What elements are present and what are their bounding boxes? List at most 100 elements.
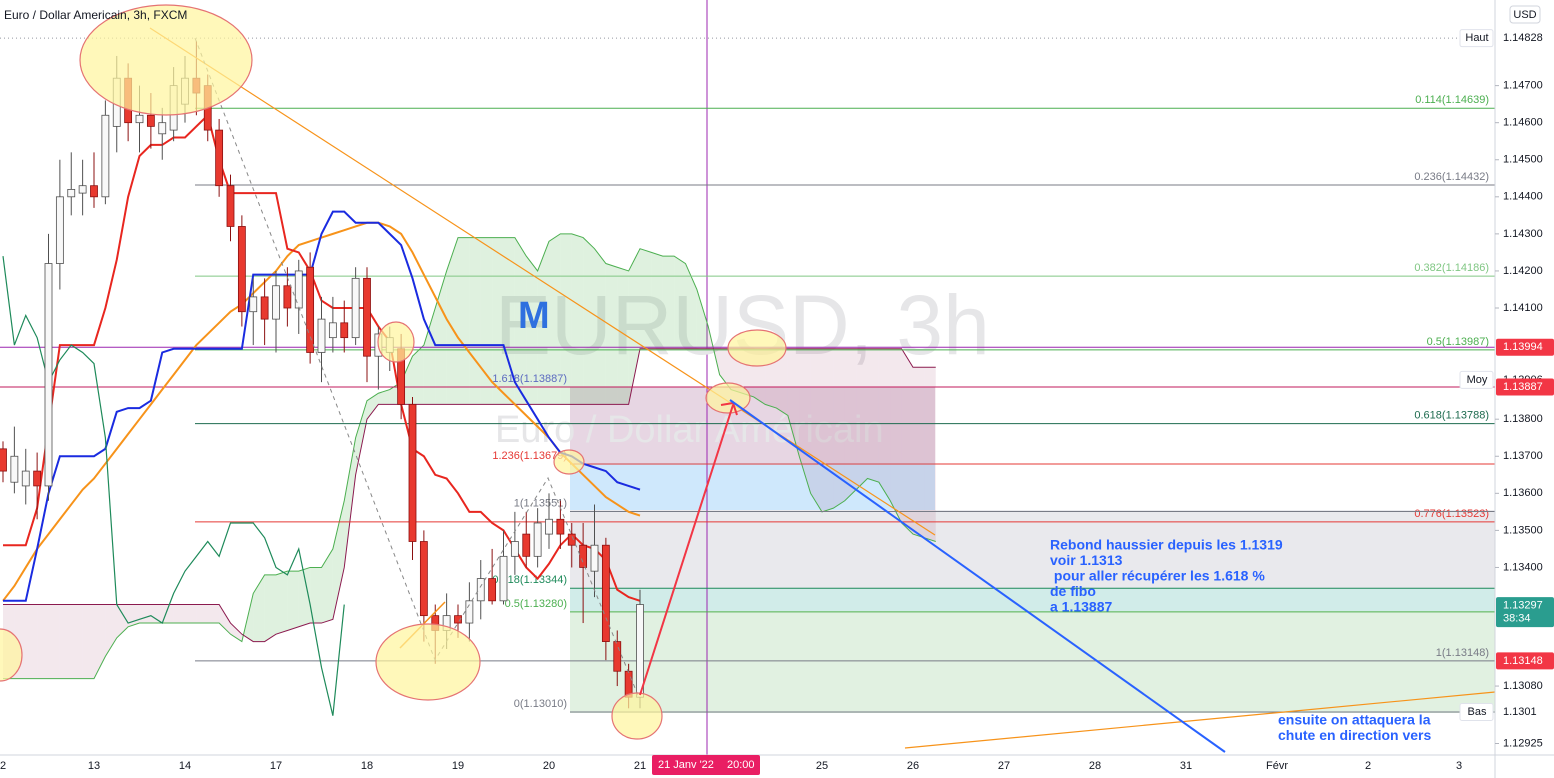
fib-label: 0.382(1.14186) — [1414, 262, 1489, 274]
cloud-fill — [105, 604, 117, 657]
price-badge-label: 1.13297 — [1503, 600, 1543, 612]
zigzag — [194, 37, 641, 701]
candle-body — [78, 185, 87, 194]
cloud-fill — [503, 237, 515, 405]
support-zone — [570, 611, 1495, 713]
x-tick-label: 20 — [543, 760, 555, 772]
range-zone — [570, 510, 1495, 588]
cloud-fill — [913, 367, 925, 538]
cloud-fill — [219, 604, 231, 635]
cloud-fill — [696, 289, 709, 349]
cloud-fill — [480, 237, 493, 405]
candle-body — [465, 600, 474, 624]
candle-body — [249, 296, 258, 313]
x-tick-label: 18 — [361, 760, 373, 772]
price-badge — [1496, 338, 1554, 356]
x-tick-label: 27 — [998, 760, 1010, 772]
price-tag-box — [1459, 370, 1494, 389]
cloud-fill — [253, 574, 265, 642]
currency: USD — [1513, 9, 1536, 21]
highlight — [553, 449, 585, 475]
x-tick-label: 26 — [907, 760, 919, 772]
y-tick-label: 1.12925 — [1503, 737, 1543, 749]
price-tag-box — [1459, 703, 1494, 722]
candle-body — [33, 470, 42, 487]
x-tick-label: 2 — [0, 760, 6, 772]
cloud-fill — [25, 604, 38, 679]
x-tick-label: 31 — [1180, 760, 1192, 772]
highlight — [0, 628, 23, 682]
cloud-fill — [128, 604, 140, 627]
cloud-fill — [276, 571, 288, 635]
candle-body — [510, 541, 519, 557]
fib-label: 1.236(1.13679) — [492, 450, 567, 462]
highlight — [377, 321, 415, 363]
cloud-fill — [799, 348, 811, 494]
fib-label: 1(1.13148) — [1436, 647, 1489, 659]
y-tick-label: 1.13400 — [1503, 561, 1543, 573]
price-badge — [1496, 378, 1554, 396]
price-badge-label: 1.1301 — [1503, 706, 1537, 718]
cloud-fill — [162, 604, 174, 624]
cloud-fill — [492, 237, 504, 405]
candle-body — [636, 604, 644, 698]
highlight — [375, 623, 481, 701]
cloud-fill — [674, 256, 686, 349]
candle-body — [328, 322, 337, 339]
price-badge — [1496, 29, 1554, 47]
candle-body — [283, 285, 292, 309]
candle-body — [21, 470, 30, 487]
x-tick-label: 2 — [1365, 760, 1371, 772]
indicator-line — [3, 210, 641, 602]
cloud-fill — [196, 604, 208, 624]
y-tick-label: 1.14100 — [1503, 302, 1543, 314]
y-tick-label: 1.14700 — [1503, 80, 1543, 92]
y-tick-label: 1.13800 — [1503, 413, 1543, 425]
candle-body — [306, 266, 315, 353]
cloud-fill — [628, 248, 640, 405]
fib-label: 1.618(1.13887) — [492, 373, 567, 385]
cloud-fill — [59, 604, 72, 679]
candle-body — [590, 544, 599, 572]
trend-line — [149, 27, 936, 536]
cloud-fill — [583, 237, 595, 405]
price-badge-sub: 38:34 — [1503, 613, 1531, 625]
x-tick-label: 14 — [179, 760, 191, 772]
candle-body — [601, 544, 610, 642]
candle-body — [237, 226, 246, 313]
fib-label: 1(1.13551) — [514, 497, 567, 509]
y-tick-label: 1.13600 — [1503, 487, 1543, 499]
cloud-fill — [71, 604, 83, 679]
cloud-fill — [207, 604, 220, 624]
candle-body — [146, 114, 155, 127]
cloud-fill — [48, 604, 60, 679]
price-tag-box — [1459, 29, 1494, 48]
cloud-fill — [139, 604, 151, 624]
x-tick-label: 25 — [816, 760, 828, 772]
watermark-letter: M — [518, 295, 550, 337]
trend-line — [904, 691, 1496, 749]
crosshair-date: 21 Janv '22 — [658, 759, 714, 771]
cloud-fill — [856, 348, 868, 490]
y-tick-label: 1.14300 — [1503, 228, 1543, 240]
price-badge-label: 1.13148 — [1503, 655, 1543, 667]
crosshair-badge — [652, 755, 760, 775]
y-tick-label: 1.14500 — [1503, 154, 1543, 166]
time-axis — [0, 755, 1554, 778]
candle-body — [613, 641, 622, 672]
cloud-fill — [344, 437, 356, 568]
candle-body — [215, 129, 224, 187]
cloud-fill — [833, 348, 845, 509]
cloud-fill — [355, 400, 367, 475]
price-badge — [1496, 652, 1554, 670]
y-tick-label: 1.13500 — [1503, 524, 1543, 536]
y-tick-label: 1.13080 — [1503, 680, 1543, 692]
cloud-fill — [287, 571, 299, 631]
cloud-fill — [173, 604, 185, 624]
annotation: de fibo — [1050, 583, 1096, 599]
crosshair-time: 20:00 — [727, 759, 755, 771]
cloud-fill — [924, 367, 936, 542]
fib-label: 0.236(1.14432) — [1414, 171, 1489, 183]
candle-body — [44, 263, 53, 487]
fib-label: 0(1.13010) — [514, 698, 567, 710]
